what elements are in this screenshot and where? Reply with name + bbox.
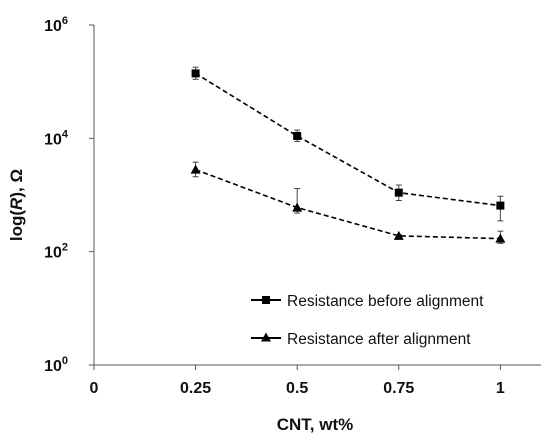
x-tick-label: 0.5 [286, 380, 308, 397]
data-point-square [496, 201, 505, 210]
legend-marker-square [262, 296, 270, 304]
series-line [195, 72, 501, 207]
series-line [195, 168, 501, 240]
legend-item-after: Resistance after alignment [251, 331, 471, 348]
y-tick-exponent: 6 [62, 15, 68, 27]
y-axis-title: log(R), Ω [7, 169, 26, 241]
y-axis-title-suffix: ), Ω [7, 169, 26, 198]
legend-marker-triangle [261, 332, 271, 342]
data-point-triangle [495, 233, 506, 243]
y-tick-label: 106 [44, 15, 68, 35]
y-tick-label: 104 [44, 128, 69, 148]
legend-label-before: Resistance before alignment [287, 293, 484, 310]
y-tick-exponent: 4 [62, 128, 69, 140]
y-tick-label: 100 [44, 355, 68, 375]
y-tick-label: 102 [44, 242, 68, 262]
series-1 [190, 161, 506, 244]
data-point-square [394, 188, 403, 197]
data-point-triangle [393, 230, 404, 240]
data-point-triangle [190, 164, 201, 174]
data-point-square [191, 69, 200, 78]
x-tick-label: 0.25 [180, 380, 211, 397]
legend: Resistance before alignment Resistance a… [251, 293, 484, 348]
y-axis-title-italic: R [7, 197, 26, 210]
y-tick-exponent: 2 [62, 242, 68, 254]
data-point-square [293, 131, 302, 140]
series-layer [190, 66, 506, 244]
axes [93, 25, 541, 366]
x-tick-label: 0.75 [383, 380, 414, 397]
series-0 [191, 66, 505, 222]
x-tick-label: 0 [90, 380, 99, 397]
x-tick-label: 1 [496, 380, 505, 397]
legend-item-before: Resistance before alignment [251, 293, 484, 310]
legend-label-after: Resistance after alignment [287, 331, 471, 348]
y-axis-title-prefix: log( [7, 210, 26, 241]
x-axis-title: CNT, wt% [277, 415, 354, 434]
y-tick-exponent: 0 [62, 355, 68, 367]
ticks: 0 0.25 0.5 0.75 1 100 102 104 106 [44, 15, 505, 397]
data-point-triangle [292, 202, 303, 212]
